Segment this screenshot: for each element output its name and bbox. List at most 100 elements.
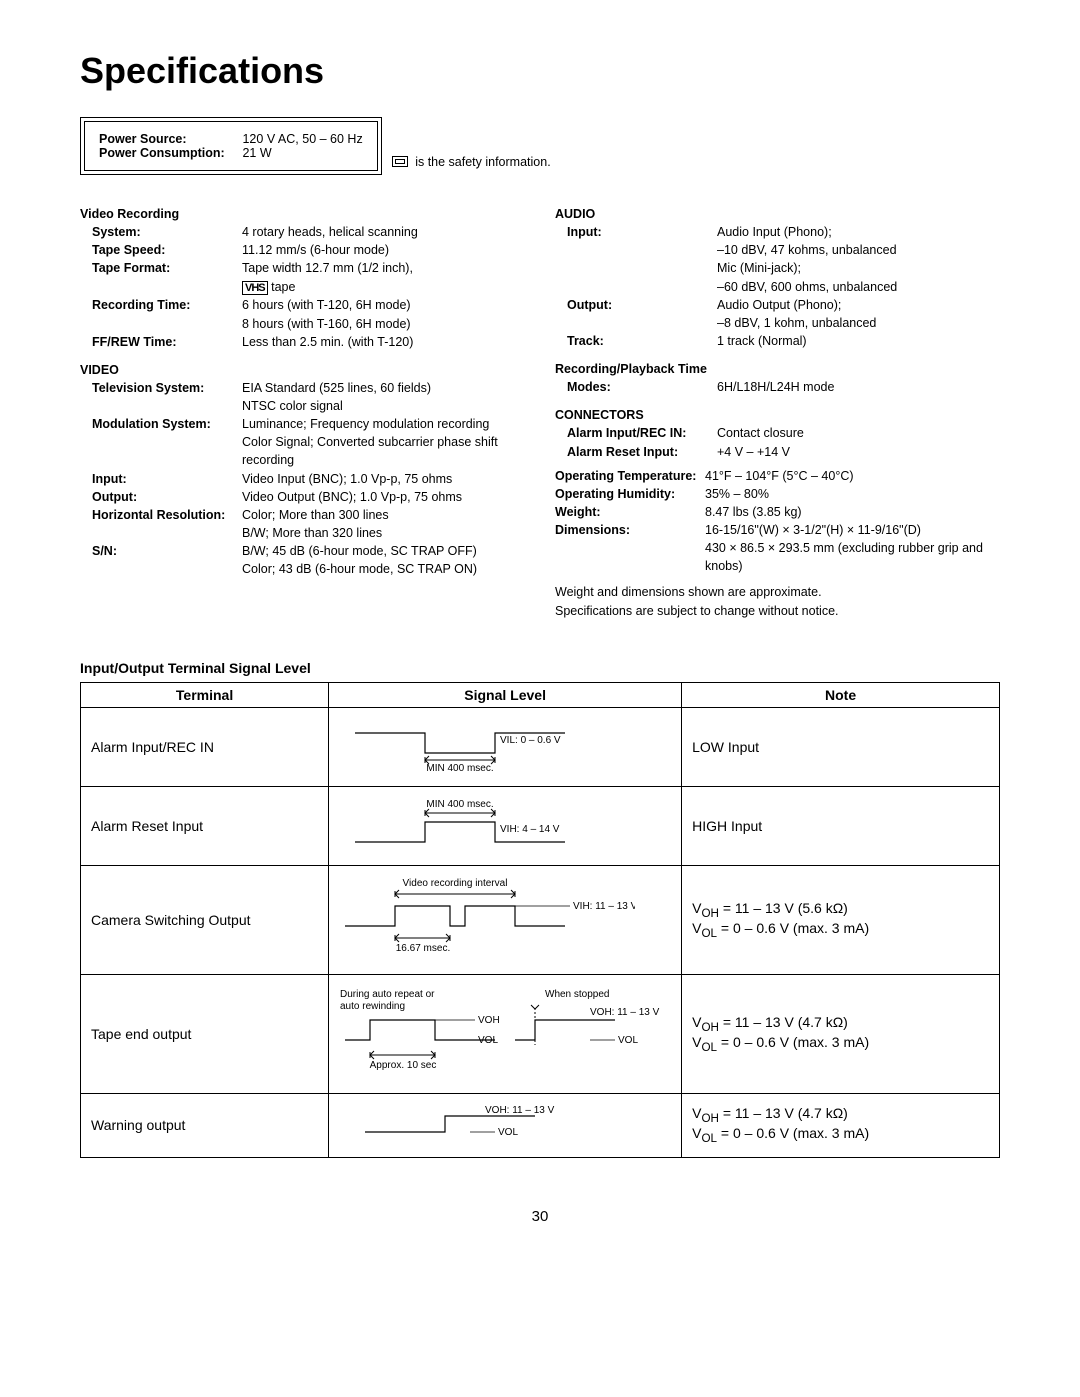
io-table: Terminal Signal Level Note Alarm Input/R… (80, 682, 1000, 1158)
spec-heading: AUDIO (555, 205, 1000, 223)
spec-label: System: (80, 223, 242, 241)
spec-label: S/N: (80, 542, 242, 578)
svg-text:VOH: 11 – 13 V: VOH: 11 – 13 V (590, 1007, 660, 1018)
svg-text:MIN 400 msec.: MIN 400 msec. (427, 763, 494, 773)
spec-heading: Recording/Playback Time (555, 360, 1000, 378)
power-source-label: Power Source: (99, 132, 239, 146)
spec-value: Contact closure (717, 424, 1000, 442)
svg-text:VIL: 0 – 0.6 V: VIL: 0 – 0.6 V (500, 735, 561, 746)
svg-text:When stopped: When stopped (545, 989, 610, 1000)
svg-text:Video recording interval: Video recording interval (403, 878, 508, 889)
spec-label: Alarm Reset Input: (555, 443, 717, 461)
note-cell: LOW Input (682, 707, 1000, 786)
spec-label: Horizontal Resolution: (80, 506, 242, 542)
spec-label: Recording Time: (80, 296, 242, 332)
spec-value: 16-15/16"(W) × 3-1/2"(H) × 11-9/16"(D)43… (705, 521, 1000, 575)
note-cell: HIGH Input (682, 786, 1000, 865)
spec-value: Audio Output (Phono);–8 dBV, 1 kohm, unb… (717, 296, 1000, 332)
svg-text:Approx. 10 sec: Approx. 10 sec (370, 1060, 437, 1071)
spec-label: Operating Temperature: (555, 467, 705, 485)
safety-info: is the safety information. (392, 155, 551, 175)
safety-text: is the safety information. (415, 155, 550, 169)
spec-label: FF/REW Time: (80, 333, 242, 351)
table-row: Warning output VOH: 11 – 13 V VOL VOH = … (81, 1093, 1000, 1157)
svg-text:VOH: VOH (478, 1015, 500, 1026)
signal-cell: Video recording interval VIH: 11 – 13 V … (329, 865, 682, 974)
spec-heading: Video Recording (80, 205, 525, 223)
svg-text:16.67 msec.: 16.67 msec. (396, 943, 450, 954)
spec-value: B/W; 45 dB (6-hour mode, SC TRAP OFF)Col… (242, 542, 525, 578)
svg-text:During auto repeat or: During auto repeat or (340, 989, 435, 1000)
spec-label: Track: (555, 332, 717, 350)
spec-value: 8.47 lbs (3.85 kg) (705, 503, 1000, 521)
spec-label: Input: (80, 470, 242, 488)
power-source-value: 120 V AC, 50 – 60 Hz (242, 132, 362, 146)
power-box: Power Source: 120 V AC, 50 – 60 Hz Power… (80, 117, 382, 175)
spec-heading: VIDEO (80, 361, 525, 379)
spec-value: 41°F – 104°F (5°C – 40°C) (705, 467, 1000, 485)
signal-cell: VOH: 11 – 13 V VOL (329, 1093, 682, 1157)
spec-left-column: Video RecordingSystem:4 rotary heads, he… (80, 205, 525, 620)
spec-value: 35% – 80% (705, 485, 1000, 503)
spec-label: Input: (555, 223, 717, 296)
svg-text:VIH: 11 – 13 V: VIH: 11 – 13 V (573, 901, 635, 912)
spec-label: Operating Humidity: (555, 485, 705, 503)
spec-heading: CONNECTORS (555, 406, 1000, 424)
signal-cell: VIL: 0 – 0.6 V MIN 400 msec. (329, 707, 682, 786)
spec-value: Video Output (BNC); 1.0 Vp-p, 75 ohms (242, 488, 525, 506)
spec-value: EIA Standard (525 lines, 60 fields)NTSC … (242, 379, 525, 415)
power-consumption-label: Power Consumption: (99, 146, 239, 160)
note-cell: VOH = 11 – 13 V (5.6 kΩ)VOL = 0 – 0.6 V … (682, 865, 1000, 974)
svg-text:VOH: 11 – 13 V: VOH: 11 – 13 V (485, 1105, 555, 1116)
footnote: Weight and dimensions shown are approxim… (555, 583, 1000, 601)
svg-text:VIH: 4 – 14 V: VIH: 4 – 14 V (500, 824, 560, 835)
spec-value: 11.12 mm/s (6-hour mode) (242, 241, 525, 259)
spec-value: Video Input (BNC); 1.0 Vp-p, 75 ohms (242, 470, 525, 488)
spec-value: +4 V – +14 V (717, 443, 1000, 461)
spec-label: Tape Speed: (80, 241, 242, 259)
spec-label: Alarm Input/REC IN: (555, 424, 717, 442)
terminal-cell: Alarm Reset Input (81, 786, 329, 865)
svg-text:VOL: VOL (478, 1035, 498, 1046)
svg-text:MIN 400 msec.: MIN 400 msec. (427, 799, 494, 810)
spec-label: Modulation System: (80, 415, 242, 469)
terminal-cell: Tape end output (81, 974, 329, 1093)
svg-text:auto rewinding: auto rewinding (340, 1001, 405, 1012)
terminal-cell: Camera Switching Output (81, 865, 329, 974)
th-signal: Signal Level (329, 682, 682, 707)
spec-value: 6 hours (with T-120, 6H mode)8 hours (wi… (242, 296, 525, 332)
footnote: Specifications are subject to change wit… (555, 602, 1000, 620)
safety-icon (392, 156, 408, 167)
svg-text:VOL: VOL (498, 1127, 518, 1138)
spec-value: Color; More than 300 linesB/W; More than… (242, 506, 525, 542)
table-row: Alarm Input/REC IN VIL: 0 – 0.6 V MIN 40… (81, 707, 1000, 786)
spec-label: Output: (555, 296, 717, 332)
spec-label: Dimensions: (555, 521, 705, 575)
spec-right-column: AUDIOInput:Audio Input (Phono);–10 dBV, … (555, 205, 1000, 620)
spec-value: Less than 2.5 min. (with T-120) (242, 333, 525, 351)
io-heading: Input/Output Terminal Signal Level (80, 660, 1000, 676)
spec-value: 4 rotary heads, helical scanning (242, 223, 525, 241)
signal-cell: During auto repeat or auto rewinding Whe… (329, 974, 682, 1093)
power-consumption-value: 21 W (242, 146, 271, 160)
note-cell: VOH = 11 – 13 V (4.7 kΩ)VOL = 0 – 0.6 V … (682, 974, 1000, 1093)
spec-value: 6H/L18H/L24H mode (717, 378, 1000, 396)
spec-value: Tape width 12.7 mm (1/2 inch),VHS tape (242, 259, 525, 296)
spec-label: Television System: (80, 379, 242, 415)
page-title: Specifications (80, 50, 1000, 92)
th-note: Note (682, 682, 1000, 707)
th-terminal: Terminal (81, 682, 329, 707)
note-cell: VOH = 11 – 13 V (4.7 kΩ)VOL = 0 – 0.6 V … (682, 1093, 1000, 1157)
spec-value: Luminance; Frequency modulation recordin… (242, 415, 525, 469)
spec-label: Output: (80, 488, 242, 506)
page-number: 30 (80, 1208, 1000, 1225)
spec-label: Modes: (555, 378, 717, 396)
table-row: Tape end output During auto repeat or au… (81, 974, 1000, 1093)
terminal-cell: Warning output (81, 1093, 329, 1157)
svg-text:VOL: VOL (618, 1035, 638, 1046)
signal-cell: MIN 400 msec. VIH: 4 – 14 V (329, 786, 682, 865)
terminal-cell: Alarm Input/REC IN (81, 707, 329, 786)
spec-value: 1 track (Normal) (717, 332, 1000, 350)
table-row: Camera Switching Output Video recording … (81, 865, 1000, 974)
spec-label: Weight: (555, 503, 705, 521)
